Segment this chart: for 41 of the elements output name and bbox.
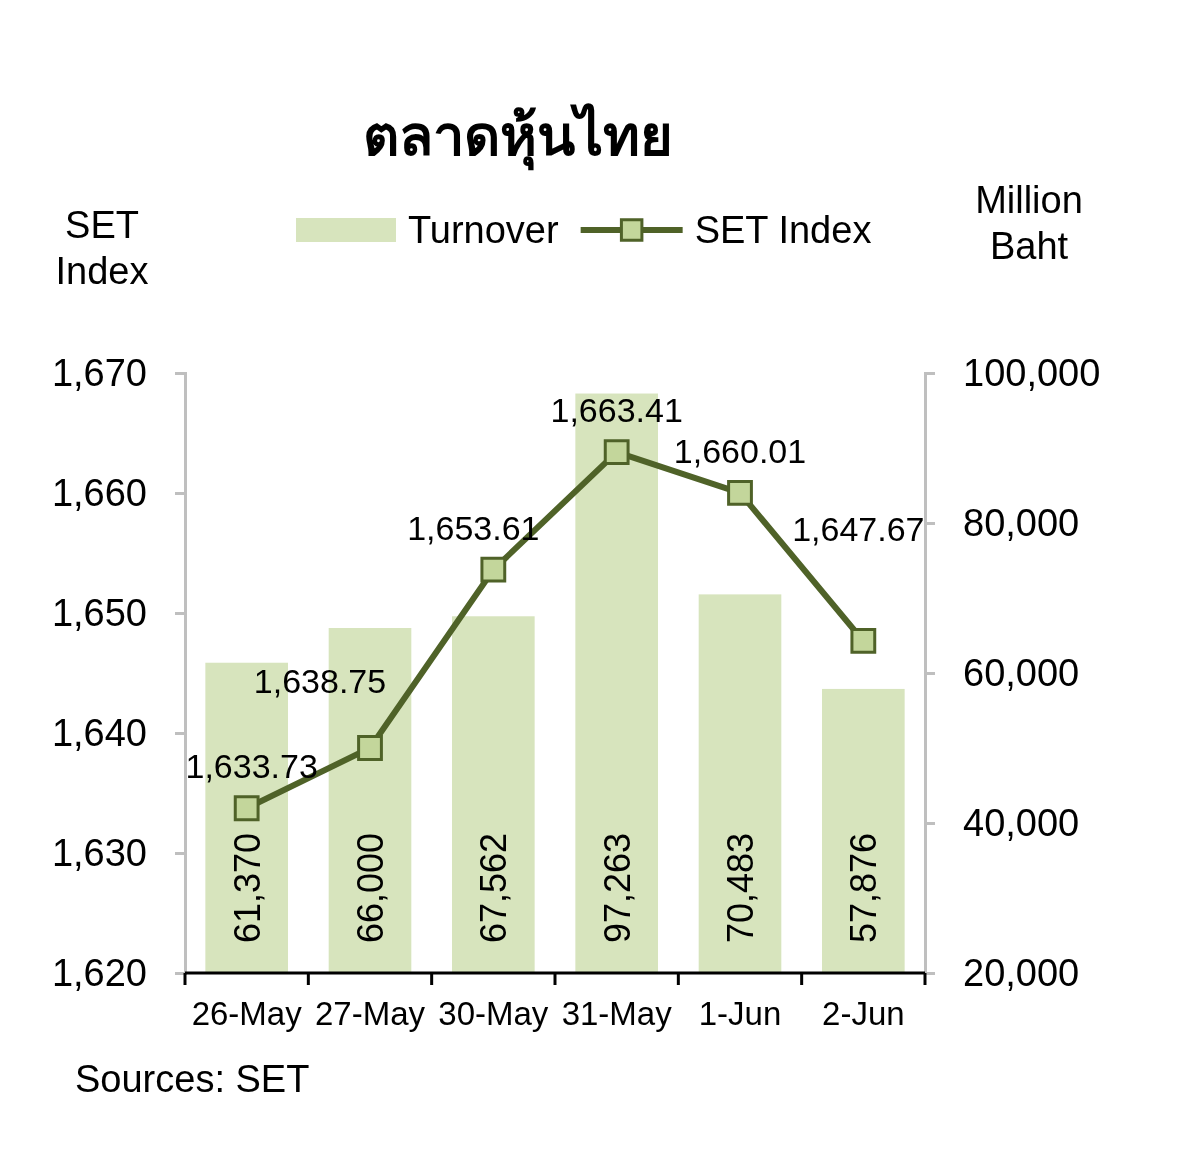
x-tick-label: 30-May bbox=[438, 995, 549, 1032]
point bbox=[480, 556, 507, 583]
y-axis-title: SET Index bbox=[55, 204, 149, 292]
data-label: 67,562 bbox=[473, 832, 515, 943]
y2-tick-label: 100,000 bbox=[963, 351, 1101, 394]
y2-tick-label: 40,000 bbox=[963, 801, 1080, 844]
data-label: 1,663.41 bbox=[550, 391, 683, 430]
y-tick-label: 1,670 bbox=[51, 351, 147, 394]
x-tick-label: 1-Jun bbox=[698, 995, 782, 1032]
data-label: 1,660.01 bbox=[673, 431, 807, 470]
point bbox=[357, 735, 383, 761]
y2-tick-label: 20,000 bbox=[963, 951, 1080, 994]
y2-tick-label: 80,000 bbox=[963, 501, 1080, 544]
y-tick-label: 1,620 bbox=[51, 951, 147, 994]
data-label: 61,370 bbox=[226, 832, 268, 943]
data-label: 1,638.75 bbox=[253, 662, 387, 700]
data-label: 66,000 bbox=[350, 832, 391, 943]
chart-title: ตลาดหุ้นไทย bbox=[363, 103, 673, 171]
y2-axis-title: Million Baht bbox=[975, 179, 1083, 267]
y-tick-label: 1,650 bbox=[51, 591, 147, 634]
point bbox=[603, 439, 630, 465]
y-tick-label: 1,630 bbox=[51, 831, 147, 874]
data-label: 97,263 bbox=[596, 832, 638, 943]
data-label: 1,647.67 bbox=[792, 509, 925, 548]
x-tick-label: 26-May bbox=[191, 995, 303, 1032]
source-note: Sources: SET bbox=[75, 1058, 310, 1100]
data-label: 1,633.73 bbox=[185, 747, 318, 786]
point bbox=[233, 795, 260, 822]
point bbox=[727, 479, 753, 506]
data-label: 57,876 bbox=[843, 832, 885, 943]
y2-tick-label: 60,000 bbox=[963, 651, 1080, 694]
legend-label: Turnover bbox=[408, 209, 559, 251]
data-label: 1,653.61 bbox=[407, 508, 540, 547]
y-tick-label: 1,640 bbox=[51, 711, 147, 754]
x-tick-label: 31-May bbox=[561, 995, 673, 1032]
point bbox=[850, 628, 877, 654]
legend-label: SET Index bbox=[694, 209, 872, 251]
x-tick-label: 27-May bbox=[314, 995, 426, 1032]
x-tick-label: 2-Jun bbox=[822, 995, 905, 1032]
y-tick-label: 1,660 bbox=[51, 471, 147, 514]
data-label: 70,483 bbox=[720, 832, 761, 943]
